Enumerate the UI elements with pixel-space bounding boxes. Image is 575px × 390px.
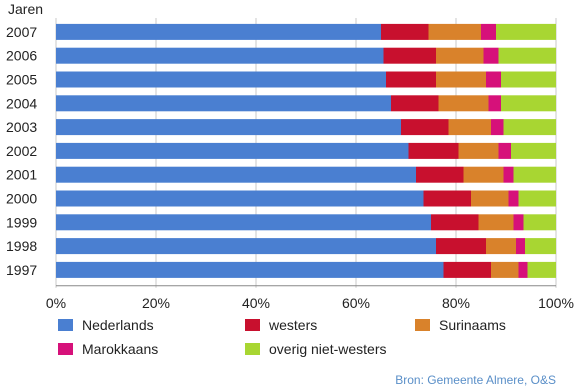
bar-segment bbox=[486, 238, 516, 255]
y-tick-label: 2004 bbox=[6, 95, 37, 111]
y-tick-label: 2005 bbox=[6, 72, 37, 88]
bar-segment bbox=[56, 261, 444, 278]
y-tick-label: 2000 bbox=[6, 191, 37, 207]
legend-label: overig niet-westers bbox=[269, 341, 387, 357]
bar-segment bbox=[56, 23, 381, 40]
bar-segment bbox=[56, 190, 424, 207]
bar-segment bbox=[448, 119, 491, 136]
bar-segment bbox=[408, 142, 459, 159]
bar-segment bbox=[488, 95, 501, 112]
x-tick-label: 0% bbox=[46, 295, 66, 311]
source-note: Bron: Gemeente Almere, O&S bbox=[395, 373, 556, 387]
y-tick-label: 2007 bbox=[6, 24, 37, 40]
bar-segment bbox=[503, 119, 556, 136]
y-tick-label: 1997 bbox=[6, 262, 37, 278]
bar-segment bbox=[381, 23, 429, 40]
bar-segment bbox=[56, 71, 386, 88]
bar-segment bbox=[525, 238, 556, 255]
bar-segment bbox=[436, 238, 486, 255]
bar-segment bbox=[486, 71, 501, 88]
legend-label: Marokkaans bbox=[82, 341, 158, 357]
bar-segment bbox=[518, 261, 528, 278]
bar-segment bbox=[523, 214, 556, 231]
bar-segment bbox=[386, 71, 436, 88]
legend-swatch bbox=[245, 319, 260, 331]
bar-segment bbox=[438, 95, 489, 112]
bar-segment bbox=[491, 261, 519, 278]
bar-segment bbox=[56, 142, 409, 159]
bar-segment bbox=[498, 142, 511, 159]
y-tick-label: 2002 bbox=[6, 143, 37, 159]
legend-label: Nederlands bbox=[82, 317, 154, 333]
bar-segment bbox=[428, 23, 481, 40]
bar-segment bbox=[501, 71, 556, 88]
bar-segment bbox=[56, 47, 384, 64]
x-tick-label: 100% bbox=[538, 295, 574, 311]
x-tick-label: 80% bbox=[442, 295, 470, 311]
bar-segment bbox=[511, 142, 556, 159]
y-tick-label: 2001 bbox=[6, 167, 37, 183]
legend-swatch bbox=[415, 319, 430, 331]
bar-segment bbox=[483, 47, 499, 64]
bar-segment bbox=[491, 119, 504, 136]
bar-segment bbox=[416, 166, 464, 183]
legend-label: westers bbox=[268, 317, 317, 333]
bar-segment bbox=[503, 166, 514, 183]
bar-segment bbox=[56, 166, 416, 183]
bar-segment bbox=[436, 47, 484, 64]
y-tick-label: 2003 bbox=[6, 119, 37, 135]
x-tick-label: 40% bbox=[242, 295, 270, 311]
legend-label: Surinaams bbox=[439, 317, 506, 333]
bar-segment bbox=[463, 166, 504, 183]
bar-segment bbox=[56, 214, 431, 231]
x-tick-label: 20% bbox=[142, 295, 170, 311]
bar-segment bbox=[501, 95, 556, 112]
bar-segment bbox=[423, 190, 471, 207]
bar-segment bbox=[527, 261, 556, 278]
bar-segment bbox=[458, 142, 499, 159]
bar-segment bbox=[496, 23, 556, 40]
bar-segment bbox=[401, 119, 449, 136]
bar-segment bbox=[518, 190, 556, 207]
legend-swatch bbox=[245, 343, 260, 355]
bar-segment bbox=[443, 261, 491, 278]
x-tick-layer: 0% 20% 40% 60% 80% 100% bbox=[46, 295, 574, 311]
bar-segment bbox=[481, 23, 496, 40]
y-tick-label: 2006 bbox=[6, 48, 37, 64]
bars-layer bbox=[56, 23, 556, 278]
bar-segment bbox=[56, 238, 436, 255]
bar-segment bbox=[516, 238, 525, 255]
x-tick-label: 60% bbox=[342, 295, 370, 311]
bar-segment bbox=[56, 95, 391, 112]
bar-segment bbox=[471, 190, 509, 207]
bar-segment bbox=[391, 95, 439, 112]
bar-segment bbox=[513, 166, 556, 183]
bar-segment bbox=[383, 47, 436, 64]
legend: Nederlands westers Surinaams Marokkaans over… bbox=[58, 317, 506, 357]
y-tick-layer: 2007 2006 2005 2004 2003 2002 2001 2000 1999 1998… bbox=[6, 24, 37, 278]
legend-swatch bbox=[58, 319, 73, 331]
bar-segment bbox=[431, 214, 479, 231]
legend-swatch bbox=[58, 343, 73, 355]
bar-segment bbox=[513, 214, 524, 231]
y-tick-label: 1998 bbox=[6, 238, 37, 254]
bar-segment bbox=[56, 119, 401, 136]
bar-segment bbox=[436, 71, 486, 88]
y-axis-label: Jaren bbox=[8, 1, 43, 17]
bar-segment bbox=[498, 47, 556, 64]
y-tick-label: 1999 bbox=[6, 214, 37, 230]
bar-segment bbox=[508, 190, 519, 207]
bar-segment bbox=[478, 214, 514, 231]
